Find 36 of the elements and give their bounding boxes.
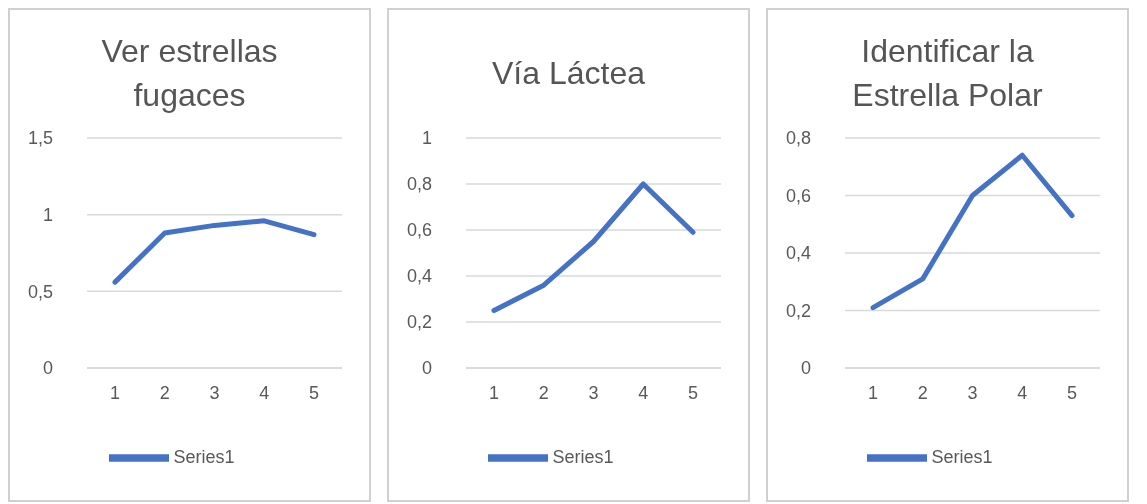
y-tick-label: 0,6 [785, 185, 811, 206]
y-tick-label: 0,4 [406, 266, 432, 287]
chart-title: Identificar la Estrella Polar [851, 32, 1044, 115]
x-tick-label: 3 [209, 382, 220, 403]
x-tick-label: 2 [159, 382, 170, 403]
y-tick-label: 0,6 [406, 220, 432, 241]
y-tick-label: 0 [421, 358, 432, 379]
chart-title: Vía Láctea [491, 54, 646, 93]
chart-title: Ver estrellas fugaces [100, 32, 279, 115]
x-tick-label: 4 [1017, 382, 1028, 403]
x-tick-label: 5 [687, 382, 699, 403]
y-tick-label: 0 [800, 358, 811, 379]
y-tick-label: 1 [42, 204, 53, 225]
x-tick-label: 2 [917, 382, 928, 403]
x-tick-label: 5 [308, 382, 320, 403]
y-tick-label: 0,5 [27, 281, 53, 302]
legend-label: Series1 [552, 446, 614, 467]
y-tick-label: 1 [421, 128, 432, 149]
x-tick-label: 2 [538, 382, 549, 403]
y-tick-label: 0,8 [406, 174, 432, 195]
x-tick-label: 1 [488, 382, 500, 403]
y-tick-label: 0,2 [406, 312, 432, 333]
y-tick-label: 0 [42, 358, 53, 379]
x-tick-label: 1 [867, 382, 879, 403]
legend-label: Series1 [173, 446, 235, 467]
y-tick-label: 0,2 [785, 300, 811, 321]
x-tick-label: 5 [1066, 382, 1078, 403]
x-tick-label: 1 [109, 382, 121, 403]
legend-label: Series1 [931, 446, 993, 467]
y-tick-label: 1,5 [27, 128, 53, 149]
y-tick-label: 0,4 [785, 243, 811, 264]
x-tick-label: 4 [638, 382, 649, 403]
x-tick-label: 4 [259, 382, 270, 403]
x-tick-label: 3 [967, 382, 978, 403]
y-tick-label: 0,8 [785, 128, 811, 149]
x-tick-label: 3 [588, 382, 599, 403]
